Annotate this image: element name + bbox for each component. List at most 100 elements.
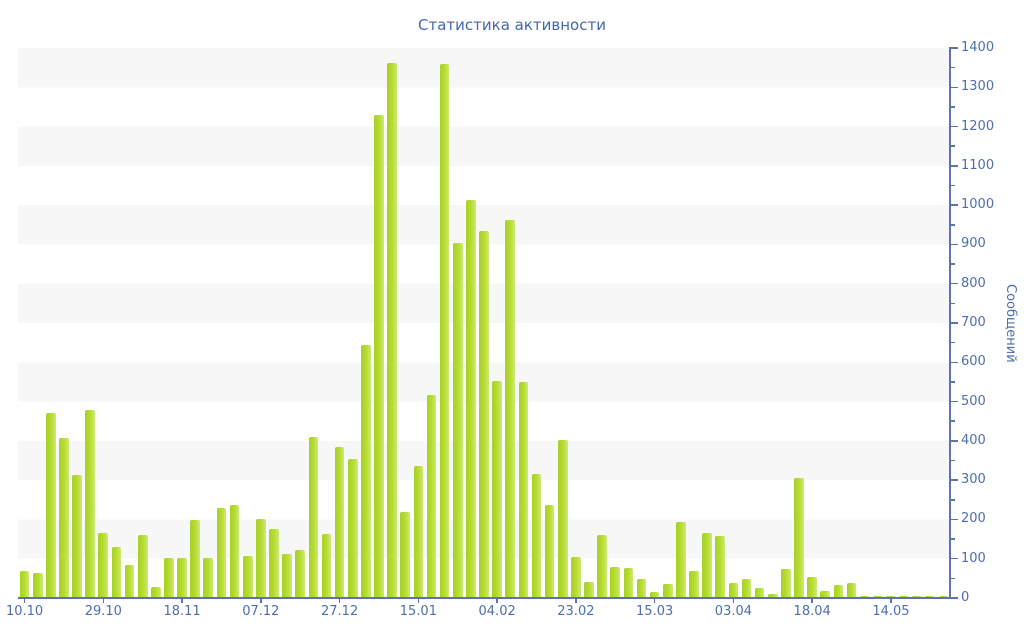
bar [45, 413, 56, 598]
x-tick-label: 18.04 [793, 604, 831, 619]
bar [781, 569, 791, 598]
bar [229, 504, 240, 598]
y-tick-label: 1100 [961, 157, 995, 173]
x-tick-mark [102, 599, 105, 603]
y-tick-label: 900 [961, 236, 986, 252]
x-tick-mark [417, 599, 420, 603]
bar [531, 473, 542, 598]
bar [833, 585, 844, 598]
bar [203, 557, 214, 598]
y-major-tick-mark [951, 361, 958, 364]
y-minor-tick-mark [951, 499, 955, 501]
y-major-tick-mark [951, 204, 958, 206]
y-tick-label: 100 [961, 550, 986, 566]
y-major-tick-mark [951, 125, 958, 128]
bar [124, 564, 135, 598]
x-tick-label: 15.01 [399, 604, 437, 619]
bar [32, 573, 43, 598]
bar [649, 591, 660, 598]
y-minor-tick-mark [951, 420, 955, 422]
bar [374, 114, 384, 598]
bar [19, 571, 30, 598]
bar [413, 466, 424, 598]
x-tick-mark [181, 599, 183, 603]
bar [59, 438, 69, 598]
x-tick-mark [653, 599, 656, 603]
x-tick-mark [260, 599, 262, 603]
bar [584, 581, 594, 598]
bar [177, 557, 187, 598]
bar [387, 62, 397, 598]
bar [767, 594, 778, 598]
bar [794, 477, 804, 598]
bar [518, 381, 529, 598]
y-tick-label: 1000 [961, 197, 995, 213]
x-tick-mark [890, 599, 892, 603]
y-major-tick-mark [951, 322, 958, 324]
x-tick-label: 03.04 [714, 604, 753, 619]
bar [597, 535, 607, 598]
y-tick-label: 300 [961, 472, 986, 488]
x-tick-mark [338, 599, 341, 603]
x-tick-mark [811, 599, 813, 603]
y-minor-tick-mark [951, 224, 955, 226]
y-major-tick-mark [951, 597, 958, 599]
plot-area [18, 48, 950, 598]
x-tick-mark [575, 599, 577, 603]
x-tick-label: 04.02 [478, 604, 516, 619]
bar [426, 395, 437, 598]
x-tick-label: 10.10 [5, 604, 44, 619]
x-tick-mark [496, 599, 498, 603]
y-tick-label: 1300 [961, 79, 995, 95]
bar [242, 555, 253, 598]
y-minor-tick-mark [951, 577, 955, 580]
bar [689, 570, 699, 598]
y-minor-tick-mark [951, 459, 955, 462]
bar [479, 230, 489, 598]
y-tick-label: 1200 [961, 118, 995, 134]
y-major-tick-mark [951, 440, 958, 442]
bar [256, 519, 266, 598]
y-major-tick-mark [951, 557, 958, 560]
y-tick-label: 500 [961, 393, 986, 409]
bar [190, 520, 201, 598]
bar [308, 437, 319, 598]
bar [741, 578, 752, 598]
bar [571, 556, 581, 598]
y-minor-tick-mark [951, 145, 955, 147]
bar [636, 579, 647, 598]
x-axis-line [18, 597, 952, 599]
y-minor-tick-mark [951, 66, 955, 69]
bar [820, 591, 831, 598]
x-tick-label: 23.02 [557, 604, 595, 619]
y-minor-tick-mark [951, 184, 955, 187]
y-minor-tick-mark [951, 381, 955, 383]
x-tick-label: 15.03 [636, 604, 674, 619]
y-minor-tick-mark [951, 106, 955, 108]
y-major-tick-mark [951, 400, 958, 403]
y-axis-line [949, 47, 951, 599]
bar [505, 220, 516, 598]
bar [702, 532, 712, 598]
bar [98, 533, 109, 598]
bar [347, 459, 358, 598]
x-tick-label: 18.11 [163, 604, 201, 619]
y-major-tick-mark [951, 518, 958, 521]
y-axis-title: Сообщений [1003, 283, 1018, 363]
x-tick-label: 29.10 [84, 604, 122, 619]
y-major-tick-mark [951, 479, 958, 481]
bar [137, 535, 148, 598]
bar [492, 380, 502, 598]
bar [728, 583, 739, 598]
y-major-tick-mark [951, 165, 958, 167]
bar [150, 586, 161, 598]
bar [164, 558, 174, 598]
bar [715, 535, 726, 598]
bar [452, 242, 463, 598]
y-minor-tick-mark [951, 341, 955, 344]
bar [676, 521, 686, 598]
x-tick-mark [23, 599, 26, 603]
bar [662, 584, 673, 598]
y-minor-tick-mark [951, 538, 955, 540]
